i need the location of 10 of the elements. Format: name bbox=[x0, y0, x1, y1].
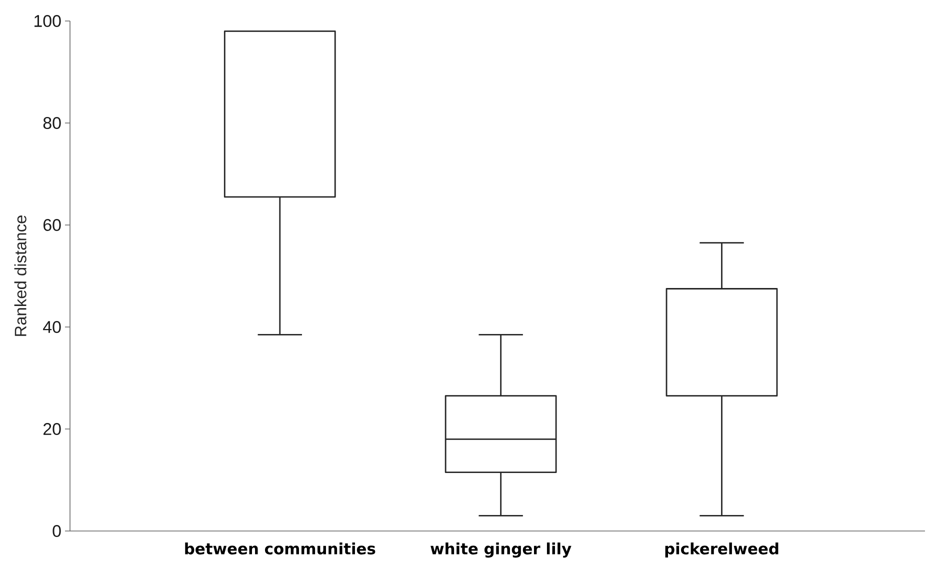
y-tick-label: 20 bbox=[44, 423, 61, 435]
y-tick-label: 100 bbox=[34, 14, 61, 27]
y-tick-label: 60 bbox=[44, 219, 61, 231]
x-tick-label: between communities bbox=[185, 542, 376, 554]
x-tick-label: pickerelweed bbox=[665, 542, 778, 558]
x-tick-label: white ginger lily bbox=[430, 542, 572, 558]
y-tick-label: 80 bbox=[43, 116, 61, 129]
y-tick-label: 0 bbox=[52, 525, 61, 537]
y-axis-title: Ranked distance bbox=[14, 216, 26, 336]
y-tick-label: 40 bbox=[43, 321, 61, 333]
